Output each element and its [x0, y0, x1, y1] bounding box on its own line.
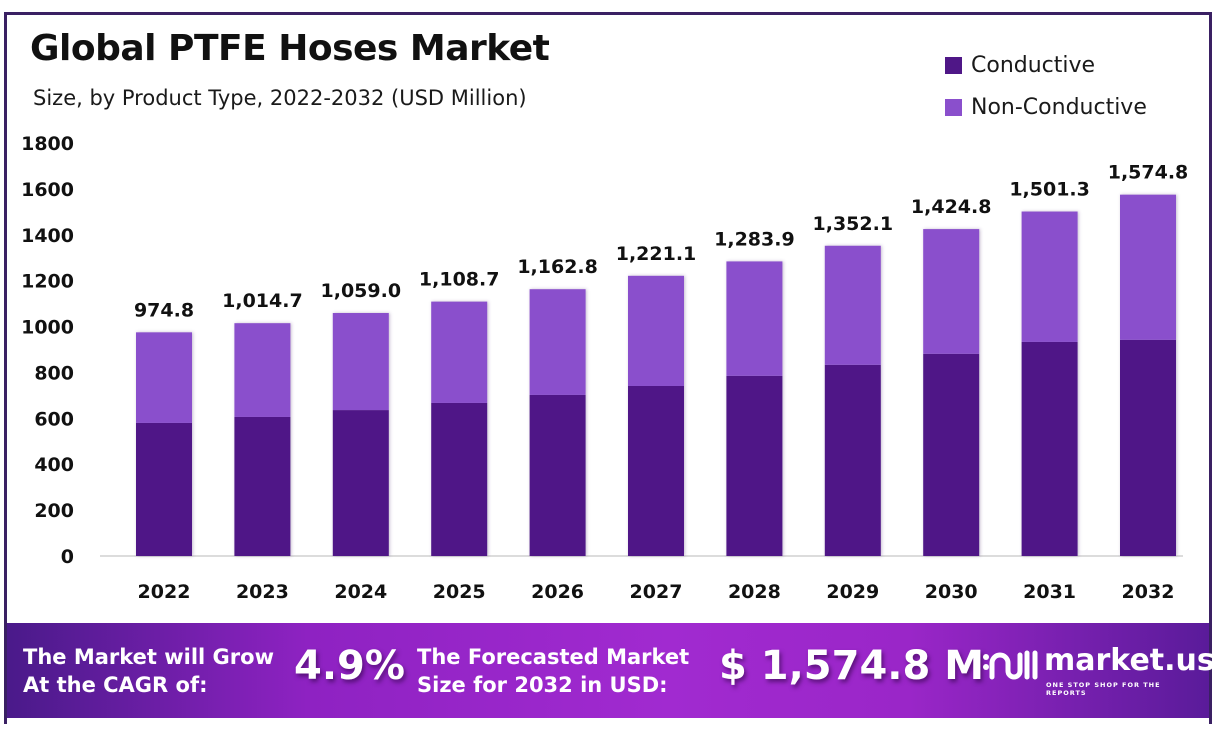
cagr-caption-line1: The Market will Grow [23, 645, 274, 669]
x-tick-label: 2029 [826, 581, 879, 603]
x-tick-label: 2032 [1122, 581, 1175, 603]
forecast-value: $ 1,574.8 M [719, 643, 985, 689]
bar-non-conductive-2029 [824, 245, 881, 365]
bar-non-conductive-2025 [431, 301, 488, 403]
y-tick-label: 0 [61, 546, 74, 568]
forecast-caption-line2: Size for 2032 in USD: [417, 673, 668, 697]
bar-conductive-2025 [431, 402, 488, 556]
forecast-caption: The Forecasted Market Size for 2032 in U… [417, 643, 689, 699]
bar-non-conductive-2030 [923, 229, 980, 354]
chart-frame [4, 12, 1212, 724]
bar-stack-2028 [726, 261, 783, 556]
market-us-logo-icon [983, 650, 1038, 680]
total-value-label: 974.8 [134, 299, 194, 321]
legend-item-non-conductive: Non-Conductive [945, 86, 1147, 128]
bar-conductive-2032 [1120, 339, 1176, 556]
legend-swatch-conductive [945, 56, 962, 74]
bar-conductive-2022 [136, 422, 192, 556]
x-tick-label: 2027 [630, 581, 683, 603]
y-tick-label: 1400 [21, 225, 74, 247]
x-tick-label: 2026 [531, 581, 584, 603]
x-tick-label: 2031 [1023, 581, 1076, 603]
bar-stack-2027 [628, 275, 684, 556]
y-tick-label: 1800 [21, 133, 74, 155]
bar-conductive-2028 [726, 375, 783, 556]
y-tick-label: 400 [34, 454, 74, 476]
bars-group [136, 194, 1176, 556]
bar-stack-2023 [234, 323, 291, 556]
bar-non-conductive-2026 [529, 289, 586, 395]
bar-stack-2024 [332, 313, 389, 556]
legend-label-non-conductive: Non-Conductive [971, 94, 1147, 120]
total-value-label: 1,014.7 [222, 290, 303, 312]
bar-conductive-2026 [529, 394, 586, 556]
stacked-bar-chart: 0 200 400 600 800 1000 1200 1400 1600 1800 974.8 1… [21, 133, 1188, 603]
x-tick-label: 2025 [433, 581, 486, 603]
bar-non-conductive-2023 [234, 323, 291, 417]
y-tick-label: 200 [34, 500, 74, 522]
x-axis: 2022 2023 2024 2025 2026 2027 2028 2029 2030 2031… [138, 581, 1175, 603]
legend-item-conductive: Conductive [945, 44, 1147, 86]
bar-non-conductive-2027 [628, 275, 684, 386]
bar-non-conductive-2028 [726, 261, 783, 376]
cagr-caption-line2: At the CAGR of: [23, 673, 208, 697]
value-labels: 974.8 1,014.7 1,059.0 1,108.7 1,162.8 1,221.1… [134, 162, 1188, 322]
bar-stack-2031 [1021, 211, 1078, 556]
cagr-value: 4.9% [294, 643, 405, 689]
x-tick-label: 2028 [728, 581, 781, 603]
chart-title: Global PTFE Hoses Market [30, 28, 550, 69]
bar-conductive-2029 [824, 364, 881, 556]
legend-swatch-non-conductive [945, 98, 962, 116]
total-value-label: 1,108.7 [419, 269, 500, 291]
bar-stack-2029 [824, 245, 881, 556]
bar-conductive-2027 [628, 385, 684, 556]
total-value-label: 1,221.1 [616, 243, 697, 265]
x-tick-label: 2030 [925, 581, 978, 603]
total-value-label: 1,352.1 [813, 213, 894, 235]
y-tick-label: 1000 [21, 317, 74, 339]
y-tick-label: 600 [34, 408, 74, 430]
bar-conductive-2031 [1021, 341, 1078, 556]
total-value-label: 1,283.9 [714, 228, 795, 250]
bar-conductive-2030 [923, 353, 980, 556]
chart-subtitle: Size, by Product Type, 2022-2032 (USD Mi… [33, 86, 527, 110]
y-tick-label: 1600 [21, 179, 74, 201]
y-tick-label: 800 [34, 362, 74, 384]
x-tick-label: 2024 [334, 581, 387, 603]
bar-stack-2030 [923, 229, 980, 556]
forecast-caption-line1: The Forecasted Market [417, 645, 690, 669]
bar-stack-2022 [136, 332, 192, 556]
bar-conductive-2024 [332, 410, 389, 556]
bar-non-conductive-2024 [332, 313, 389, 411]
logo-name: market.us [1044, 643, 1215, 678]
bar-stack-2026 [529, 289, 586, 556]
bar-stack-2025 [431, 301, 488, 556]
logo-tagline: ONE STOP SHOP FOR THE REPORTS [1046, 681, 1161, 697]
market-us-logo: market.us ONE STOP SHOP FOR THE REPORTS [982, 643, 1215, 699]
bar-stack-2032 [1120, 194, 1176, 556]
cagr-caption: The Market will Grow At the CAGR of: [23, 643, 274, 699]
total-value-label: 1,501.3 [1009, 179, 1090, 201]
legend-label-conductive: Conductive [971, 52, 1096, 78]
bar-non-conductive-2031 [1021, 211, 1078, 342]
x-tick-label: 2023 [236, 581, 289, 603]
x-tick-label: 2022 [138, 581, 191, 603]
total-value-label: 1,424.8 [911, 196, 992, 218]
total-value-label: 1,059.0 [321, 280, 402, 302]
total-value-label: 1,574.8 [1108, 162, 1189, 184]
total-value-label: 1,162.8 [517, 256, 598, 278]
bar-non-conductive-2032 [1120, 194, 1176, 340]
y-tick-label: 1200 [21, 271, 74, 293]
legend: Conductive Non-Conductive [945, 44, 1147, 128]
y-axis: 0 200 400 600 800 1000 1200 1400 1600 1800 [21, 133, 74, 568]
bar-non-conductive-2022 [136, 332, 192, 423]
bar-conductive-2023 [234, 416, 291, 556]
